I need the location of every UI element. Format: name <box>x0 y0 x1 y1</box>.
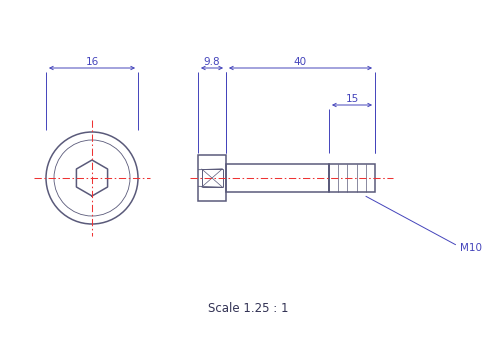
Bar <box>329 164 375 192</box>
Text: 15: 15 <box>346 94 358 104</box>
Text: 16: 16 <box>86 57 98 67</box>
Bar <box>226 164 329 192</box>
Text: 40: 40 <box>294 57 307 67</box>
Text: Scale 1.25 : 1: Scale 1.25 : 1 <box>208 301 288 315</box>
Bar <box>198 155 226 201</box>
Text: M10: M10 <box>460 243 482 253</box>
Text: 9.8: 9.8 <box>204 57 220 67</box>
